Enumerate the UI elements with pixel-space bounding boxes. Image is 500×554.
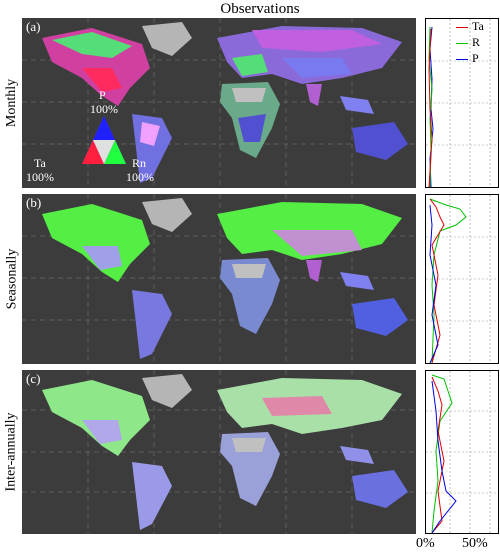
panel-inter-annually: Inter-annually (c) bbox=[0, 370, 500, 534]
map-seasonally: (b) bbox=[22, 194, 416, 364]
ternary-top-pct: 100% bbox=[90, 102, 118, 116]
world-map-graphic bbox=[22, 194, 416, 364]
map-monthly: (a) P 100% Ta 100% Rn 100% bbox=[22, 18, 416, 188]
row-label-seasonally: Seasonally bbox=[4, 248, 19, 310]
row-label-monthly: Monthly bbox=[4, 78, 20, 128]
x-tick-0: 0% bbox=[416, 536, 435, 551]
world-map-graphic bbox=[22, 18, 416, 188]
profile-monthly: Ta R P bbox=[425, 18, 499, 188]
profile-inter-annually bbox=[425, 370, 499, 534]
ternary-right-label: Rn bbox=[132, 156, 147, 170]
profile-lines bbox=[426, 195, 498, 363]
ternary-right-pct: 100% bbox=[126, 170, 154, 184]
figure-title: Observations bbox=[220, 1, 300, 17]
profile-lines bbox=[426, 371, 498, 533]
row-label-inter-annually: Inter-annually bbox=[4, 412, 19, 492]
legend-ta: Ta bbox=[472, 19, 484, 33]
panel-monthly: Monthly bbox=[0, 18, 500, 188]
panel-label-a: (a) bbox=[26, 19, 41, 34]
profile-seasonally bbox=[425, 194, 499, 364]
x-tick-50: 50% bbox=[462, 536, 488, 551]
legend-line-p bbox=[456, 59, 468, 60]
profile-lines bbox=[426, 19, 498, 187]
legend-r: R bbox=[472, 35, 481, 49]
panel-seasonally: Seasonally (b) bbox=[0, 194, 500, 364]
world-map-graphic bbox=[22, 370, 416, 534]
map-inter-annually: (c) bbox=[22, 370, 416, 534]
ternary-top-label: P bbox=[99, 88, 106, 102]
legend-p: P bbox=[472, 51, 479, 65]
ternary-left-pct: 100% bbox=[26, 170, 54, 184]
panel-label-b: (b) bbox=[26, 195, 42, 210]
legend-line-r bbox=[456, 43, 468, 44]
panel-label-c: (c) bbox=[26, 371, 41, 386]
ternary-left-label: Ta bbox=[34, 156, 46, 170]
legend-line-ta bbox=[456, 27, 468, 28]
